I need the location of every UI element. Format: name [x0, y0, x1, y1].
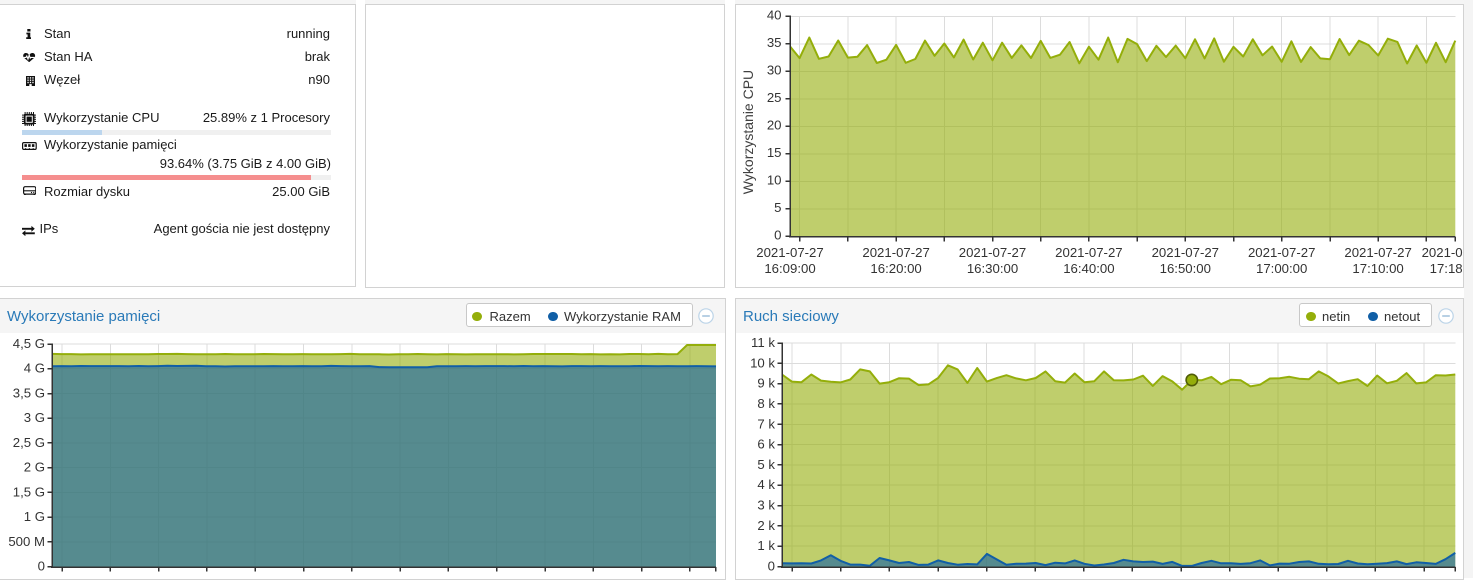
svg-text:500 M: 500 M	[8, 534, 45, 549]
svg-text:2021-07-27: 2021-07-27	[1422, 245, 1473, 260]
svg-text:2021-07-27: 2021-07-27	[1055, 245, 1122, 260]
svg-text:16:30:00: 16:30:00	[967, 261, 1018, 276]
svg-text:15: 15	[767, 145, 782, 160]
svg-text:1 G: 1 G	[24, 509, 45, 524]
svg-text:25: 25	[767, 90, 782, 105]
svg-text:2021-07-27: 2021-07-27	[756, 245, 823, 260]
svg-text:16:09:00: 16:09:00	[764, 261, 815, 276]
svg-text:8 k: 8 k	[757, 396, 775, 411]
svg-text:10: 10	[767, 173, 782, 188]
svg-text:1 k: 1 k	[757, 538, 775, 553]
svg-text:17:10:00: 17:10:00	[1352, 261, 1403, 276]
svg-text:16:50:00: 16:50:00	[1160, 261, 1211, 276]
svg-text:7 k: 7 k	[757, 416, 775, 431]
svg-text:16:20:00: 16:20:00	[870, 261, 921, 276]
svg-text:17:00:00: 17:00:00	[1256, 261, 1307, 276]
svg-text:5 k: 5 k	[757, 457, 775, 472]
svg-text:2 G: 2 G	[24, 460, 45, 475]
svg-text:0: 0	[38, 559, 45, 574]
svg-text:16:40:00: 16:40:00	[1063, 261, 1114, 276]
svg-text:40: 40	[767, 8, 782, 23]
svg-text:30: 30	[767, 63, 782, 78]
svg-text:9 k: 9 k	[757, 376, 775, 391]
svg-text:2021-07-27: 2021-07-27	[862, 245, 929, 260]
svg-text:2021-07-27: 2021-07-27	[959, 245, 1026, 260]
svg-text:4 G: 4 G	[24, 361, 45, 376]
svg-text:2021-07-27: 2021-07-27	[1248, 245, 1315, 260]
svg-text:17:18:00: 17:18:00	[1430, 261, 1473, 276]
svg-text:4 k: 4 k	[757, 477, 775, 492]
svg-text:3 G: 3 G	[24, 410, 45, 425]
svg-text:20: 20	[767, 118, 782, 133]
svg-text:0: 0	[768, 559, 775, 574]
svg-text:2 k: 2 k	[757, 518, 775, 533]
svg-text:1,5 G: 1,5 G	[13, 484, 45, 499]
svg-text:6 k: 6 k	[757, 437, 775, 452]
svg-text:11 k: 11 k	[751, 335, 775, 350]
svg-text:2021-07-27: 2021-07-27	[1344, 245, 1411, 260]
svg-text:Wykorzystanie CPU: Wykorzystanie CPU	[740, 70, 756, 194]
svg-text:0: 0	[774, 228, 781, 243]
svg-text:5: 5	[774, 200, 781, 215]
svg-text:35: 35	[767, 35, 782, 50]
svg-text:2021-07-27: 2021-07-27	[1152, 245, 1219, 260]
svg-text:3 k: 3 k	[757, 498, 775, 513]
svg-text:3,5 G: 3,5 G	[13, 386, 45, 401]
svg-text:4,5 G: 4,5 G	[13, 336, 45, 351]
svg-text:10 k: 10 k	[750, 355, 775, 370]
svg-text:2,5 G: 2,5 G	[13, 435, 45, 450]
